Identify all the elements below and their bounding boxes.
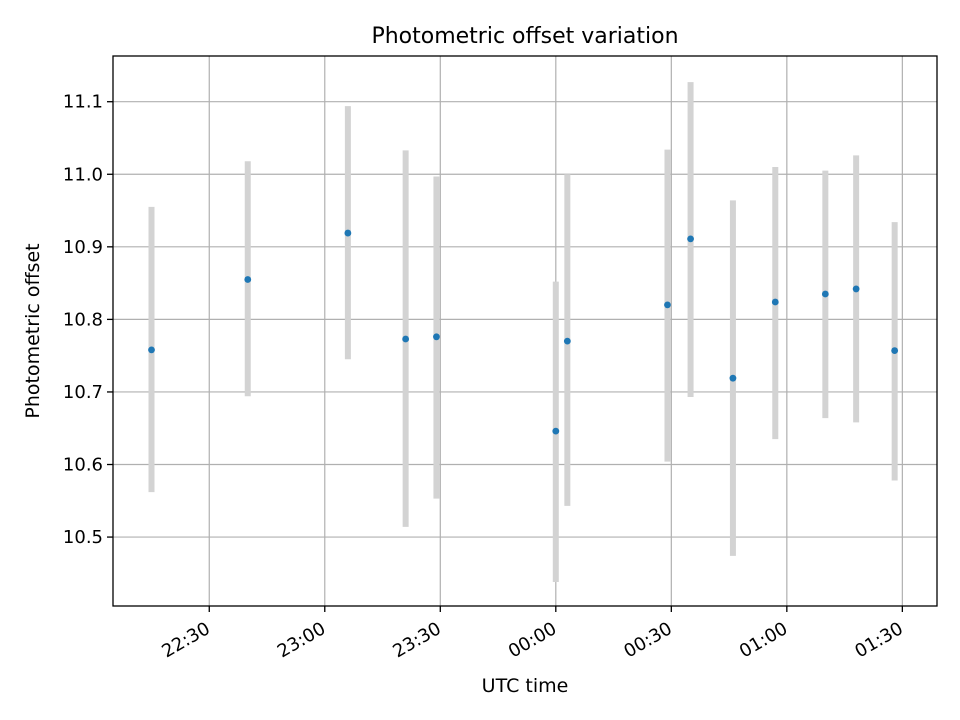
chart-title: Photometric offset variation: [371, 24, 678, 49]
data-point: [891, 347, 899, 354]
plot-frame: [112, 55, 938, 607]
x-tick-label: 00:00: [505, 618, 560, 662]
y-tick-label: 11.0: [63, 164, 103, 185]
y-axis-label: Photometric offset: [22, 243, 44, 418]
x-tick-label: 23:30: [389, 618, 444, 662]
y-tick-label: 10.9: [63, 237, 103, 258]
x-tick-label: 00:30: [620, 618, 675, 662]
x-axis-label: UTC time: [482, 675, 569, 697]
data-point: [771, 298, 779, 306]
data-point: [729, 374, 737, 382]
data-point: [244, 276, 252, 283]
axis-ticks: 22:30 23:00 23:30 00:00 00:30 01:00 01:30 10.5 1…: [63, 92, 907, 663]
data-point: [402, 335, 410, 343]
data-point: [344, 229, 352, 237]
x-tick-label: 22:30: [158, 618, 213, 662]
data-point: [552, 427, 560, 435]
x-tick-label: 23:00: [274, 618, 329, 662]
grid-lines: [113, 56, 937, 606]
data-points: [148, 229, 899, 435]
y-tick-label: 10.8: [63, 309, 103, 330]
x-tick-label: 01:00: [736, 618, 791, 662]
x-tick-label: 01:30: [851, 618, 906, 662]
error-bars: [148, 82, 898, 583]
data-point: [148, 346, 155, 354]
y-tick-label: 10.6: [63, 455, 103, 476]
y-tick-label: 10.5: [63, 527, 103, 548]
y-tick-label: 10.7: [63, 382, 103, 403]
data-point: [821, 290, 829, 298]
data-point: [664, 301, 671, 309]
data-point: [433, 333, 440, 341]
data-point: [563, 337, 571, 345]
data-point: [687, 235, 694, 243]
data-point: [852, 285, 860, 293]
y-tick-label: 11.1: [63, 92, 103, 113]
